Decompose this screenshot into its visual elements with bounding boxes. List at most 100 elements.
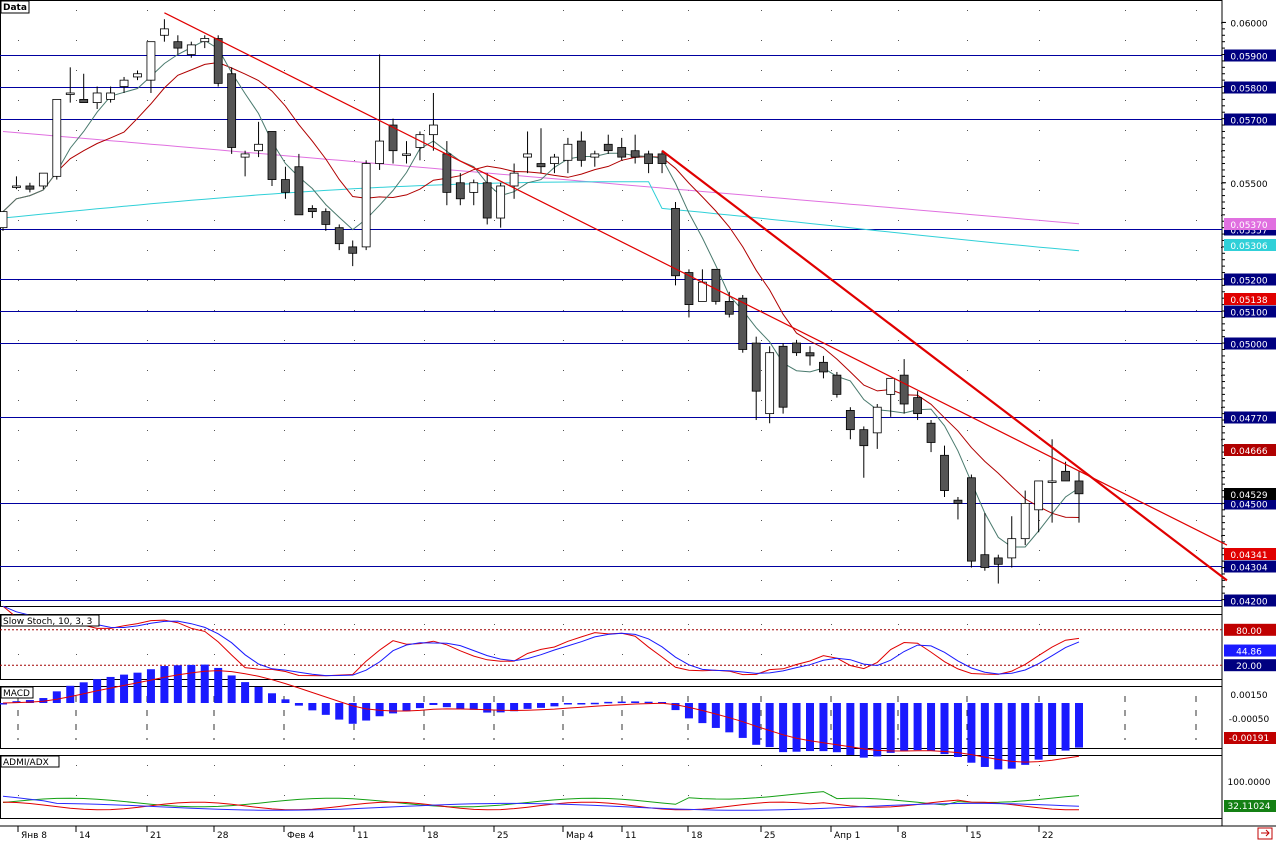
grid-dot [1039, 160, 1040, 161]
adx-line [2, 795, 1080, 811]
grid-dot [147, 370, 148, 371]
mdi-line [2, 799, 1079, 811]
grid-dot [898, 490, 899, 491]
macd-histogram-bar [819, 703, 828, 752]
grid-dot [76, 40, 77, 41]
grid-dot [214, 220, 215, 221]
macd-panel-label: MACD [3, 689, 30, 699]
grid-dot [1196, 370, 1197, 371]
grid-dot [898, 795, 899, 796]
grid-dot [831, 765, 832, 766]
grid-dot [147, 520, 148, 521]
grid-dot [563, 340, 564, 341]
grid-dot [967, 40, 968, 41]
candle-bear [899, 374, 909, 405]
trendline-1 [661, 149, 1228, 582]
grid-dot [284, 340, 285, 341]
macd-histogram-bar [294, 703, 303, 706]
price-axis-tick-left [1221, 214, 1222, 216]
grid-dot [761, 340, 762, 341]
macd-histogram-bar [738, 703, 747, 738]
candle-bear [173, 41, 183, 49]
grid-dot [761, 130, 762, 131]
candle-bear [536, 163, 546, 168]
grid-dot [761, 550, 762, 551]
grid-dot [761, 10, 762, 11]
grid-dot [214, 370, 215, 371]
grid-dot [284, 70, 285, 71]
grid-dot [1196, 490, 1197, 491]
grid-dot [1039, 10, 1040, 11]
grid-dot [831, 250, 832, 251]
stoch-axis-label-0: 80.00 [1236, 627, 1262, 637]
stoch-signal-line [2, 605, 1080, 677]
candle-bear [926, 422, 936, 443]
grid-dot [1125, 100, 1126, 101]
candle-bear [348, 246, 358, 254]
stoch-main-line [2, 605, 1080, 677]
price-tag-box [1224, 548, 1276, 560]
level-tag-box [1224, 337, 1276, 350]
macd-histogram-bar [241, 682, 250, 703]
grid-dot [1039, 430, 1040, 431]
grid-dot [354, 280, 355, 281]
grid-dot [898, 654, 899, 655]
grid-dot [18, 190, 19, 191]
grid-dot [284, 400, 285, 401]
time-axis-label-0: Янв 8 [21, 831, 47, 841]
grid-dot [563, 795, 564, 796]
macd-histogram-bar [281, 699, 290, 703]
macd-histogram-bar [160, 666, 169, 703]
grid-dot [688, 460, 689, 461]
grid-dot [214, 160, 215, 161]
grid-dot [424, 400, 425, 401]
grid-dot [424, 370, 425, 371]
candle-bull [1020, 502, 1030, 540]
grid-dot [1196, 550, 1197, 551]
price-axis-tick-left [1221, 535, 1222, 537]
grid-dot [688, 795, 689, 796]
macd-histogram-bar [671, 703, 680, 711]
grid-dot [898, 40, 899, 41]
grid-dot [1196, 430, 1197, 431]
price-axis-tick-left [1221, 150, 1222, 152]
grid-dot [494, 580, 495, 581]
grid-dot [688, 520, 689, 521]
candle-bear [576, 140, 586, 161]
grid-dot [284, 520, 285, 521]
macd-histogram-bar [617, 701, 626, 704]
grid-dot [563, 765, 564, 766]
grid-dot [147, 250, 148, 251]
price-tag-box [1224, 239, 1276, 251]
grid-dot [831, 624, 832, 625]
grid-dot [563, 220, 564, 221]
grid-dot [761, 280, 762, 281]
grid-dot [76, 100, 77, 101]
grid-dot [1196, 460, 1197, 461]
grid-dot [1125, 130, 1126, 131]
macd-histogram-bar [1021, 703, 1030, 765]
macd-histogram-bar [563, 703, 572, 705]
grid-dot [76, 220, 77, 221]
grid-dot [622, 654, 623, 655]
macd-histogram-bar [1034, 703, 1043, 760]
price-axis-tick-left [1221, 54, 1222, 56]
level-tag-8: 0.04500 [1230, 501, 1267, 511]
candle-bear [751, 342, 761, 392]
candle-bear [294, 166, 304, 216]
macd-histogram-bar [510, 703, 519, 712]
candle-bear [953, 499, 963, 504]
level-tag-box [1224, 594, 1276, 607]
candle-bull [361, 163, 371, 248]
price-axis-tick-left [1221, 567, 1222, 569]
price-tag-5: 0.04341 [1230, 551, 1267, 561]
candle-bear [321, 211, 331, 225]
grid-dot [18, 130, 19, 131]
price-tag-1: 0.05306 [1230, 242, 1267, 252]
macd-histogram-bar [994, 703, 1003, 770]
grid-dot [424, 490, 425, 491]
grid-dot [831, 654, 832, 655]
grid-dot [831, 370, 832, 371]
grid-dot [494, 654, 495, 655]
